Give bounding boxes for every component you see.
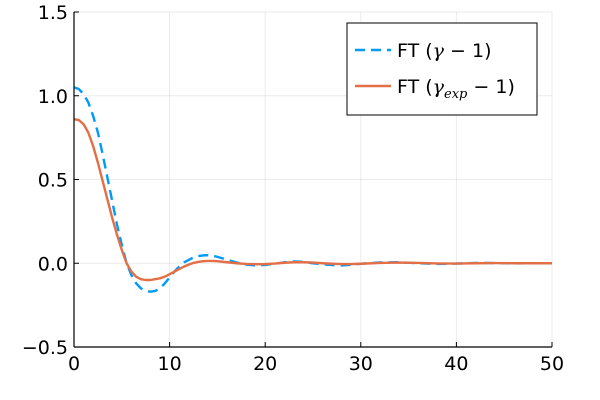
y-tick-label-2: 0.5 bbox=[38, 170, 68, 192]
x-tick-label-1: 10 bbox=[158, 353, 182, 375]
y-tick-label-1: 0.0 bbox=[38, 253, 68, 275]
legend-box bbox=[346, 22, 538, 116]
x-tick-label-2: 20 bbox=[253, 353, 277, 375]
y-tick-label-3: 1.0 bbox=[38, 86, 68, 108]
x-tick-label-3: 30 bbox=[349, 353, 373, 375]
legend-label-1: FT (γexp − 1) bbox=[397, 76, 515, 102]
x-tick-label-5: 50 bbox=[540, 353, 564, 375]
series-line-1 bbox=[73, 118, 552, 282]
x-tick-label-4: 40 bbox=[444, 353, 468, 375]
tick-labels: 0 10 20 30 40 50 −0.5 0.0 0.5 1.0 1.5 bbox=[22, 2, 564, 375]
y-tick-label-0: −0.5 bbox=[22, 337, 68, 359]
series-lines bbox=[73, 86, 552, 293]
axes bbox=[73, 11, 553, 348]
legend-label-0: FT (γ − 1) bbox=[397, 40, 492, 62]
x-tick-label-0: 0 bbox=[68, 353, 80, 375]
legend: FT (γ − 1) FT (γexp − 1) bbox=[346, 22, 538, 116]
series-line-0 bbox=[73, 86, 552, 293]
y-tick-label-4: 1.5 bbox=[38, 2, 68, 24]
